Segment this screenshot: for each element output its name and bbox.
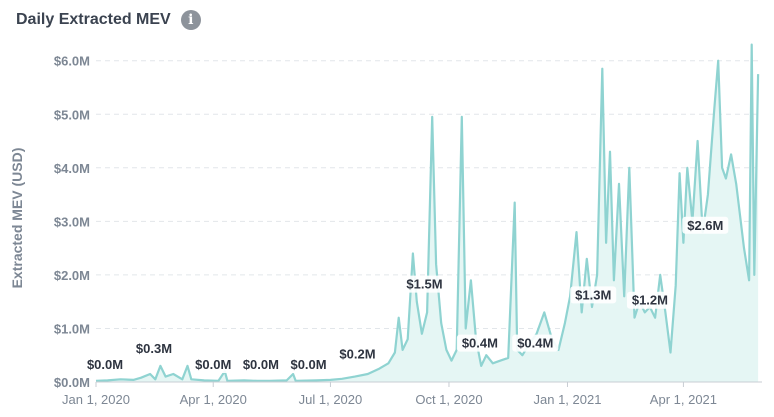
x-tick-label: Apr 1, 2021 [650,392,717,407]
data-label-bg [334,345,381,363]
data-label-bg [82,356,129,373]
x-tick-label: Jan 1, 2021 [534,392,602,407]
axes: $0.0M $1.0M $2.0M $3.0M $4.0M $5.0M $6.0M Jan 1… [54,54,762,407]
y-tick-label: $4.0M [54,161,90,176]
data-label: $0.0M [87,357,123,372]
data-label: $1.3M [575,287,611,302]
x-tick-label: Jan 1, 2020 [62,392,130,407]
data-label: $2.6M [687,218,723,233]
data-label: $0.0M [195,357,231,372]
data-label-bg [401,275,448,293]
data-label-bg [190,356,237,373]
x-tick-label: Apr 1, 2020 [180,392,247,407]
data-label: $0.0M [290,357,326,372]
data-label-bg [626,291,673,309]
data-label-bg [130,339,177,357]
y-axis-title: Extracted MEV (USD) [9,148,25,289]
data-label-bg [237,356,284,373]
data-label: $1.5M [406,277,442,292]
data-label: $0.0M [243,357,279,372]
data-label-bg [456,334,503,352]
y-tick-label: $1.0M [54,321,90,336]
data-label-bg [512,334,559,352]
y-tick-label: $2.0M [54,268,90,283]
data-label-bg [682,216,729,234]
data-label-bg [285,356,332,373]
data-label: $0.4M [517,336,553,351]
x-tick-label: Jul 1, 2020 [299,392,363,407]
data-label-bg [570,286,617,304]
info-icon[interactable]: i [180,10,201,30]
data-label: $0.4M [462,336,498,351]
data-label: $0.3M [136,341,172,356]
data-label: $0.2M [339,346,375,361]
series-area [96,44,759,382]
data-label: $1.2M [632,293,668,308]
y-tick-label: $0.0M [54,375,90,390]
chart-header: Daily Extracted MEV i [16,8,201,32]
y-tick-label: $3.0M [54,214,90,229]
data-labels: $0.0M $0.3M $0.0M $0.0M $0.0M $0.2M $1.5M $0.4M… [82,216,729,373]
series-line [95,43,760,382]
x-tick-label: Oct 1, 2020 [415,392,482,407]
y-tick-label: $5.0M [54,107,90,122]
chart-title: Daily Extracted MEV [16,11,171,28]
series-layer [95,43,760,382]
y-tick-label: $6.0M [54,54,90,69]
